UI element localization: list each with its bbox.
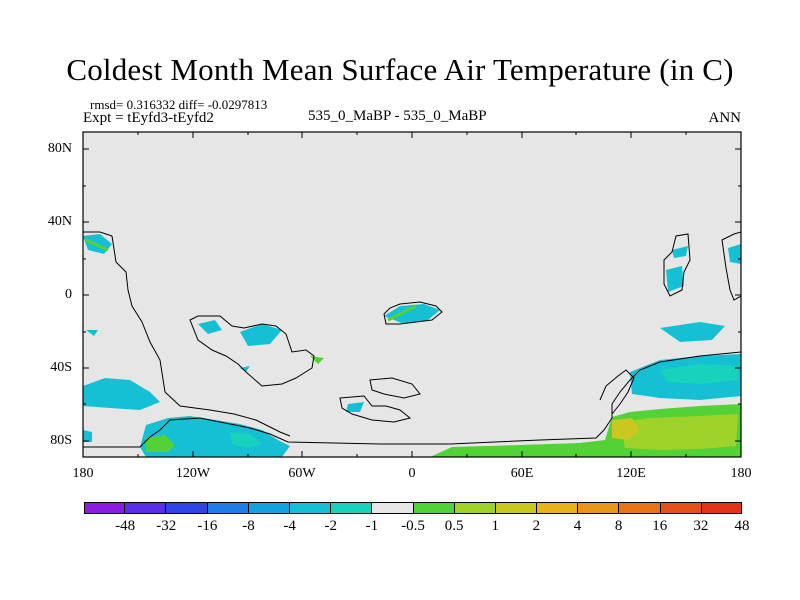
colorbar-swatch [125, 502, 167, 514]
antarctica-west-teal [230, 432, 262, 448]
colorbar-swatch [537, 502, 579, 514]
colorbar-swatch [289, 502, 332, 514]
antarctica-east-inner [620, 414, 738, 450]
colorbar-label: 8 [614, 518, 623, 534]
colorbar-swatch [372, 502, 414, 514]
colorbar-swatch [495, 502, 538, 514]
colorbar-swatch [84, 502, 126, 514]
antarctica-east-warm [612, 418, 640, 440]
colorbar-swatch [413, 502, 455, 514]
colorbar-swatch [248, 502, 290, 514]
colorbar-label: -4 [283, 518, 296, 534]
colorbar-swatch [660, 502, 702, 514]
colorbar-swatch [578, 502, 620, 514]
map-background [83, 132, 741, 457]
colorbar-swatch [619, 502, 661, 514]
nw-stripe [85, 238, 109, 252]
colorbar-label: -2 [324, 518, 338, 534]
colorbar-swatch [701, 502, 742, 514]
colorbar-label: -16 [197, 518, 218, 534]
experiment-label: Expt = tEyfd3-tEyfd2 [83, 110, 214, 126]
africa-stripe [387, 304, 417, 322]
pacific-east-anomaly [728, 244, 741, 264]
y-tick-label: 80S [50, 433, 72, 448]
plot-title: Coldest Month Mean Surface Air Temperatu… [66, 52, 734, 87]
y-tick-label: 80N [47, 141, 72, 156]
antarctica-west-green [146, 435, 175, 452]
asia-anomaly [666, 266, 684, 292]
colorbar-label: 32 [693, 518, 709, 534]
season-label: ANN [708, 110, 742, 126]
x-tick-label: 60E [510, 466, 534, 481]
colorbar-swatch [207, 502, 249, 514]
x-tick-label: 0 [408, 466, 416, 481]
center-label: 535_0_MaBP - 535_0_MaBP [308, 108, 487, 124]
axis-ticks [82, 132, 742, 457]
island-anomaly [346, 402, 364, 412]
colorbar-swatch [454, 502, 496, 514]
antarctica-west-anomaly [140, 416, 290, 457]
stats-text: rmsd= 0.316332 diff= -0.0297813 [90, 97, 268, 112]
australia-north-anomaly [660, 322, 725, 342]
colorbar-label: 2 [532, 518, 541, 534]
colorbar-label: 16 [652, 518, 668, 534]
colorbar-label: -8 [242, 518, 255, 534]
south-pacific-anomaly [83, 378, 160, 410]
colorbar-swatch [331, 502, 373, 514]
colorbar-label: 0.5 [444, 518, 464, 534]
continent-outlines [83, 231, 741, 448]
colorbar-label: -48 [115, 518, 136, 534]
colorbar-swatch [166, 502, 208, 514]
south-america-mid-anomaly [240, 324, 282, 346]
west-edge-anomaly [83, 430, 92, 442]
y-tick-label: 40N [47, 214, 72, 229]
y-tick-label: 40S [50, 360, 72, 375]
colorbar-label: 48 [734, 518, 750, 534]
colorbar [84, 502, 742, 514]
colorbar-label: -32 [156, 518, 177, 534]
x-tick-label: 180 [730, 466, 752, 481]
africa-anomaly [384, 304, 440, 324]
colorbar-label: 4 [573, 518, 582, 534]
colorbar-label: -1 [365, 518, 379, 534]
colorbar-label: -0.5 [401, 518, 425, 534]
x-tick-label: 120E [616, 466, 646, 481]
colorbar-label: 1 [491, 518, 500, 534]
south-america-west-anomaly [198, 320, 222, 334]
small-anomaly [86, 330, 98, 336]
temperature-fill [83, 234, 741, 457]
y-tick-label: 0 [65, 287, 72, 302]
x-tick-label: 180 [72, 466, 94, 481]
south-australia-teal [660, 364, 738, 384]
x-tick-label: 60W [288, 466, 316, 481]
x-tick-label: 120W [175, 466, 211, 481]
asia-north-anomaly [672, 246, 688, 258]
small-anomaly [240, 366, 250, 372]
